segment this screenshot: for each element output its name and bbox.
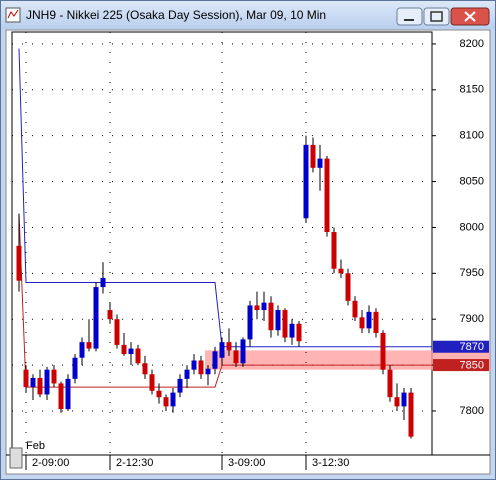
candle-body — [205, 368, 211, 375]
candle-body — [212, 351, 218, 369]
candle-body — [310, 144, 316, 168]
y-tick-label: 7950 — [460, 267, 484, 279]
candle-body — [268, 302, 274, 331]
y-tick-label: 8100 — [460, 130, 484, 142]
candle-body — [156, 390, 162, 398]
y-tick-label: 7800 — [460, 405, 484, 417]
candle-body — [142, 363, 148, 375]
candle-body — [23, 369, 29, 388]
candle-body — [37, 377, 43, 395]
candle-body — [240, 339, 246, 364]
candle-body — [65, 378, 71, 410]
y-tick-label: 8050 — [460, 175, 484, 187]
candle-body — [114, 319, 120, 345]
scroll-handle[interactable] — [9, 447, 23, 469]
candle-body — [184, 369, 190, 379]
level-line — [18, 48, 411, 348]
candle-body — [93, 287, 99, 349]
candle-body — [366, 311, 372, 329]
y-tick-label: 8000 — [460, 221, 484, 233]
candle-body — [100, 277, 106, 288]
candle-body — [219, 342, 225, 358]
candle-body — [177, 378, 183, 393]
candle-body — [275, 310, 281, 331]
candle-body — [331, 232, 337, 269]
candle-body — [79, 342, 85, 358]
candle-body — [163, 397, 169, 407]
candle-body — [128, 348, 134, 355]
plot: 7800 7850 7900 7950 8000 8050 8100 8150 8200 2-09… — [12, 32, 490, 470]
candle-body — [359, 317, 365, 329]
candle-body — [394, 397, 400, 407]
x-tick-label: 2-09:00 — [32, 457, 69, 469]
maximize-icon — [430, 11, 443, 22]
candle-body — [198, 360, 204, 375]
candle-body — [345, 273, 351, 301]
candle-body — [289, 323, 295, 338]
candle-body — [149, 374, 155, 391]
candle-body — [16, 245, 22, 281]
y-tick-label: 7900 — [460, 313, 484, 325]
candle-body — [254, 305, 260, 311]
candle-body — [352, 300, 358, 318]
candle-body — [338, 268, 344, 274]
x-tick-label: 3-12:30 — [312, 457, 349, 469]
candle-body — [233, 350, 239, 364]
month-label: Feb — [26, 440, 45, 452]
candle-body — [401, 392, 407, 407]
candle-body — [44, 369, 50, 395]
price-tag — [433, 340, 489, 353]
candle-body — [380, 332, 386, 370]
candle-body — [135, 348, 141, 364]
candle-body — [282, 310, 288, 338]
candle-body — [226, 342, 232, 351]
candle-body — [324, 158, 330, 233]
window-title: JNH9 - Nikkei 225 (Osaka Day Session), M… — [26, 8, 326, 22]
candle-body — [107, 310, 113, 320]
candle-body — [86, 342, 92, 349]
candle-body — [30, 377, 36, 388]
candle-body — [261, 302, 267, 311]
price-tag-label: 7870 — [460, 341, 484, 353]
level-line — [18, 213, 411, 388]
candle-body — [170, 392, 176, 407]
candle-body — [191, 360, 197, 370]
candle-body — [387, 369, 393, 398]
x-tick-label: 3-09:00 — [228, 457, 265, 469]
candle-body — [317, 158, 323, 168]
x-tick-label: 2-12:30 — [116, 457, 153, 469]
candle-body — [58, 383, 64, 410]
candle-body — [373, 311, 379, 333]
minimize-button[interactable] — [396, 7, 423, 26]
close-icon — [464, 11, 476, 22]
price-tag-label: 7850 — [460, 359, 484, 371]
y-tick-label: 8200 — [460, 38, 484, 50]
candle-body — [121, 344, 127, 355]
plot-area — [11, 31, 433, 456]
maximize-button[interactable] — [423, 7, 450, 26]
candle-body — [408, 392, 414, 437]
price-tag — [433, 359, 489, 372]
candle-body — [72, 357, 78, 379]
y-tick-label: 8150 — [460, 84, 484, 96]
candle-body — [303, 144, 309, 219]
app-icon-glyph — [7, 9, 19, 19]
candle-body — [247, 305, 253, 340]
candle-body — [296, 323, 302, 342]
candle-body — [51, 369, 57, 384]
